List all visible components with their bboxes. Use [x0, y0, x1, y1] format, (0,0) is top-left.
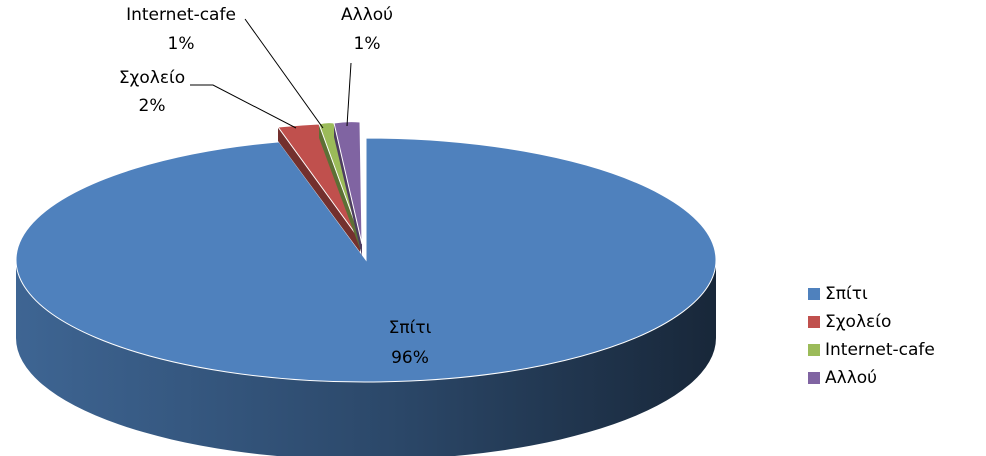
slice-side-home: [16, 260, 716, 456]
legend-swatch-internet-cafe: [808, 344, 820, 356]
leader-line-internet-cafe: [244, 18, 324, 129]
slice-wall-school: [278, 127, 360, 252]
legend-swatch-home: [808, 288, 820, 300]
data-label-value-home: 96%: [391, 348, 429, 368]
data-label-name-elsewhere: Αλλού: [341, 5, 393, 25]
legend-swatch-elsewhere: [808, 372, 820, 384]
legend-swatch-school: [808, 316, 820, 328]
legend-item-elsewhere: Αλλού: [808, 364, 935, 392]
data-label-name-home: Σπίτι: [389, 318, 432, 338]
slice-wall-elsewhere: [334, 123, 362, 256]
leader-line-school: [190, 84, 297, 129]
data-label-value-internet-cafe: 1%: [168, 34, 195, 54]
legend-label-school: Σχολείο: [825, 312, 892, 332]
slice-wall-internet-cafe: [319, 124, 362, 254]
data-label-value-elsewhere: 1%: [354, 34, 381, 54]
leader-line-elsewhere: [346, 62, 352, 127]
legend-label-elsewhere: Αλλού: [825, 368, 877, 388]
data-label-name-internet-cafe: Internet-cafe: [126, 5, 236, 25]
legend-item-school: Σχολείο: [808, 308, 935, 336]
legend-item-home: Σπίτι: [808, 280, 935, 308]
legend-label-internet-cafe: Internet-cafe: [825, 340, 935, 360]
legend-item-internet-cafe: Internet-cafe: [808, 336, 935, 364]
data-label-value-school: 2%: [139, 96, 166, 116]
legend-label-home: Σπίτι: [825, 284, 868, 304]
legend: Σπίτι Σχολείο Internet-cafe Αλλού: [808, 280, 935, 392]
slice-home: [15, 137, 717, 383]
data-label-name-school: Σχολείο: [119, 68, 185, 88]
